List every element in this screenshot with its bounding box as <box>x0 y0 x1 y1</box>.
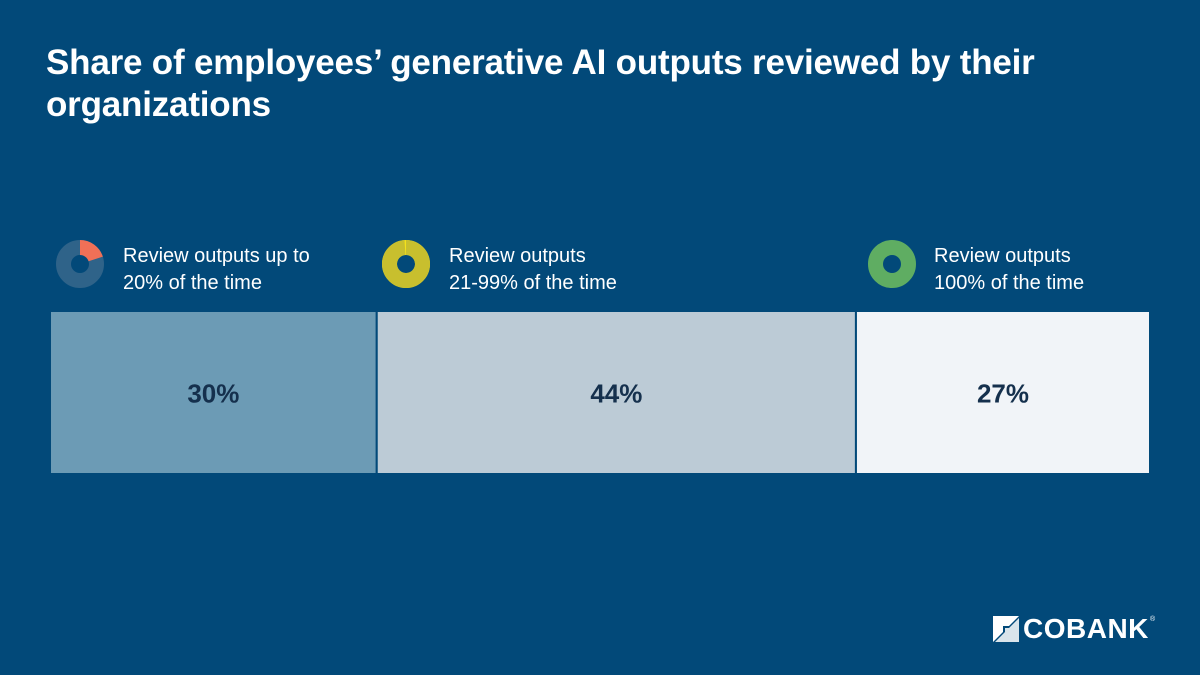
bar-label-low: 30% <box>187 379 239 409</box>
bar-segment-high <box>854 310 1152 475</box>
donut-ring-high <box>868 240 916 288</box>
bar-label-mid: 44% <box>590 379 642 409</box>
bar-label-high: 27% <box>977 379 1029 409</box>
donut-icon-mid <box>382 240 430 288</box>
cobank-logo-text: COBANK <box>1023 613 1149 644</box>
trademark-mark: ® <box>1150 616 1156 623</box>
legend-label-low: Review outputs up to 20% of the time <box>123 245 310 294</box>
donut-arc-mid <box>382 240 430 288</box>
donut-icon-high <box>868 240 916 288</box>
bar-segment-low <box>49 310 378 475</box>
donut-arc-low <box>79 240 103 262</box>
chart-title: Share of employees’ generative AI output… <box>46 43 1035 124</box>
cobank-logo-mark-icon <box>993 616 1019 642</box>
cobank-logo: COBANK ® <box>993 614 1163 644</box>
legend-label-high: Review outputs 100% of the time <box>934 245 1085 294</box>
bar-segment-mid <box>375 310 857 475</box>
legend-label-mid: Review outputs 21-99% of the time <box>449 245 617 294</box>
donut-icon-low <box>56 240 104 288</box>
